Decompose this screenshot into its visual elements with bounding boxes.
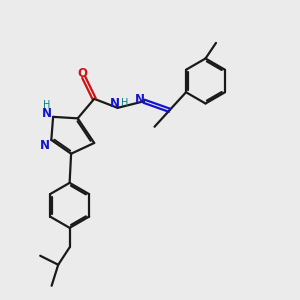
Text: N: N [42,107,52,120]
Text: N: N [40,139,50,152]
Text: H: H [44,100,51,110]
Text: N: N [134,93,145,106]
Text: H: H [121,98,128,108]
Text: O: O [77,67,87,80]
Text: N: N [110,97,120,110]
